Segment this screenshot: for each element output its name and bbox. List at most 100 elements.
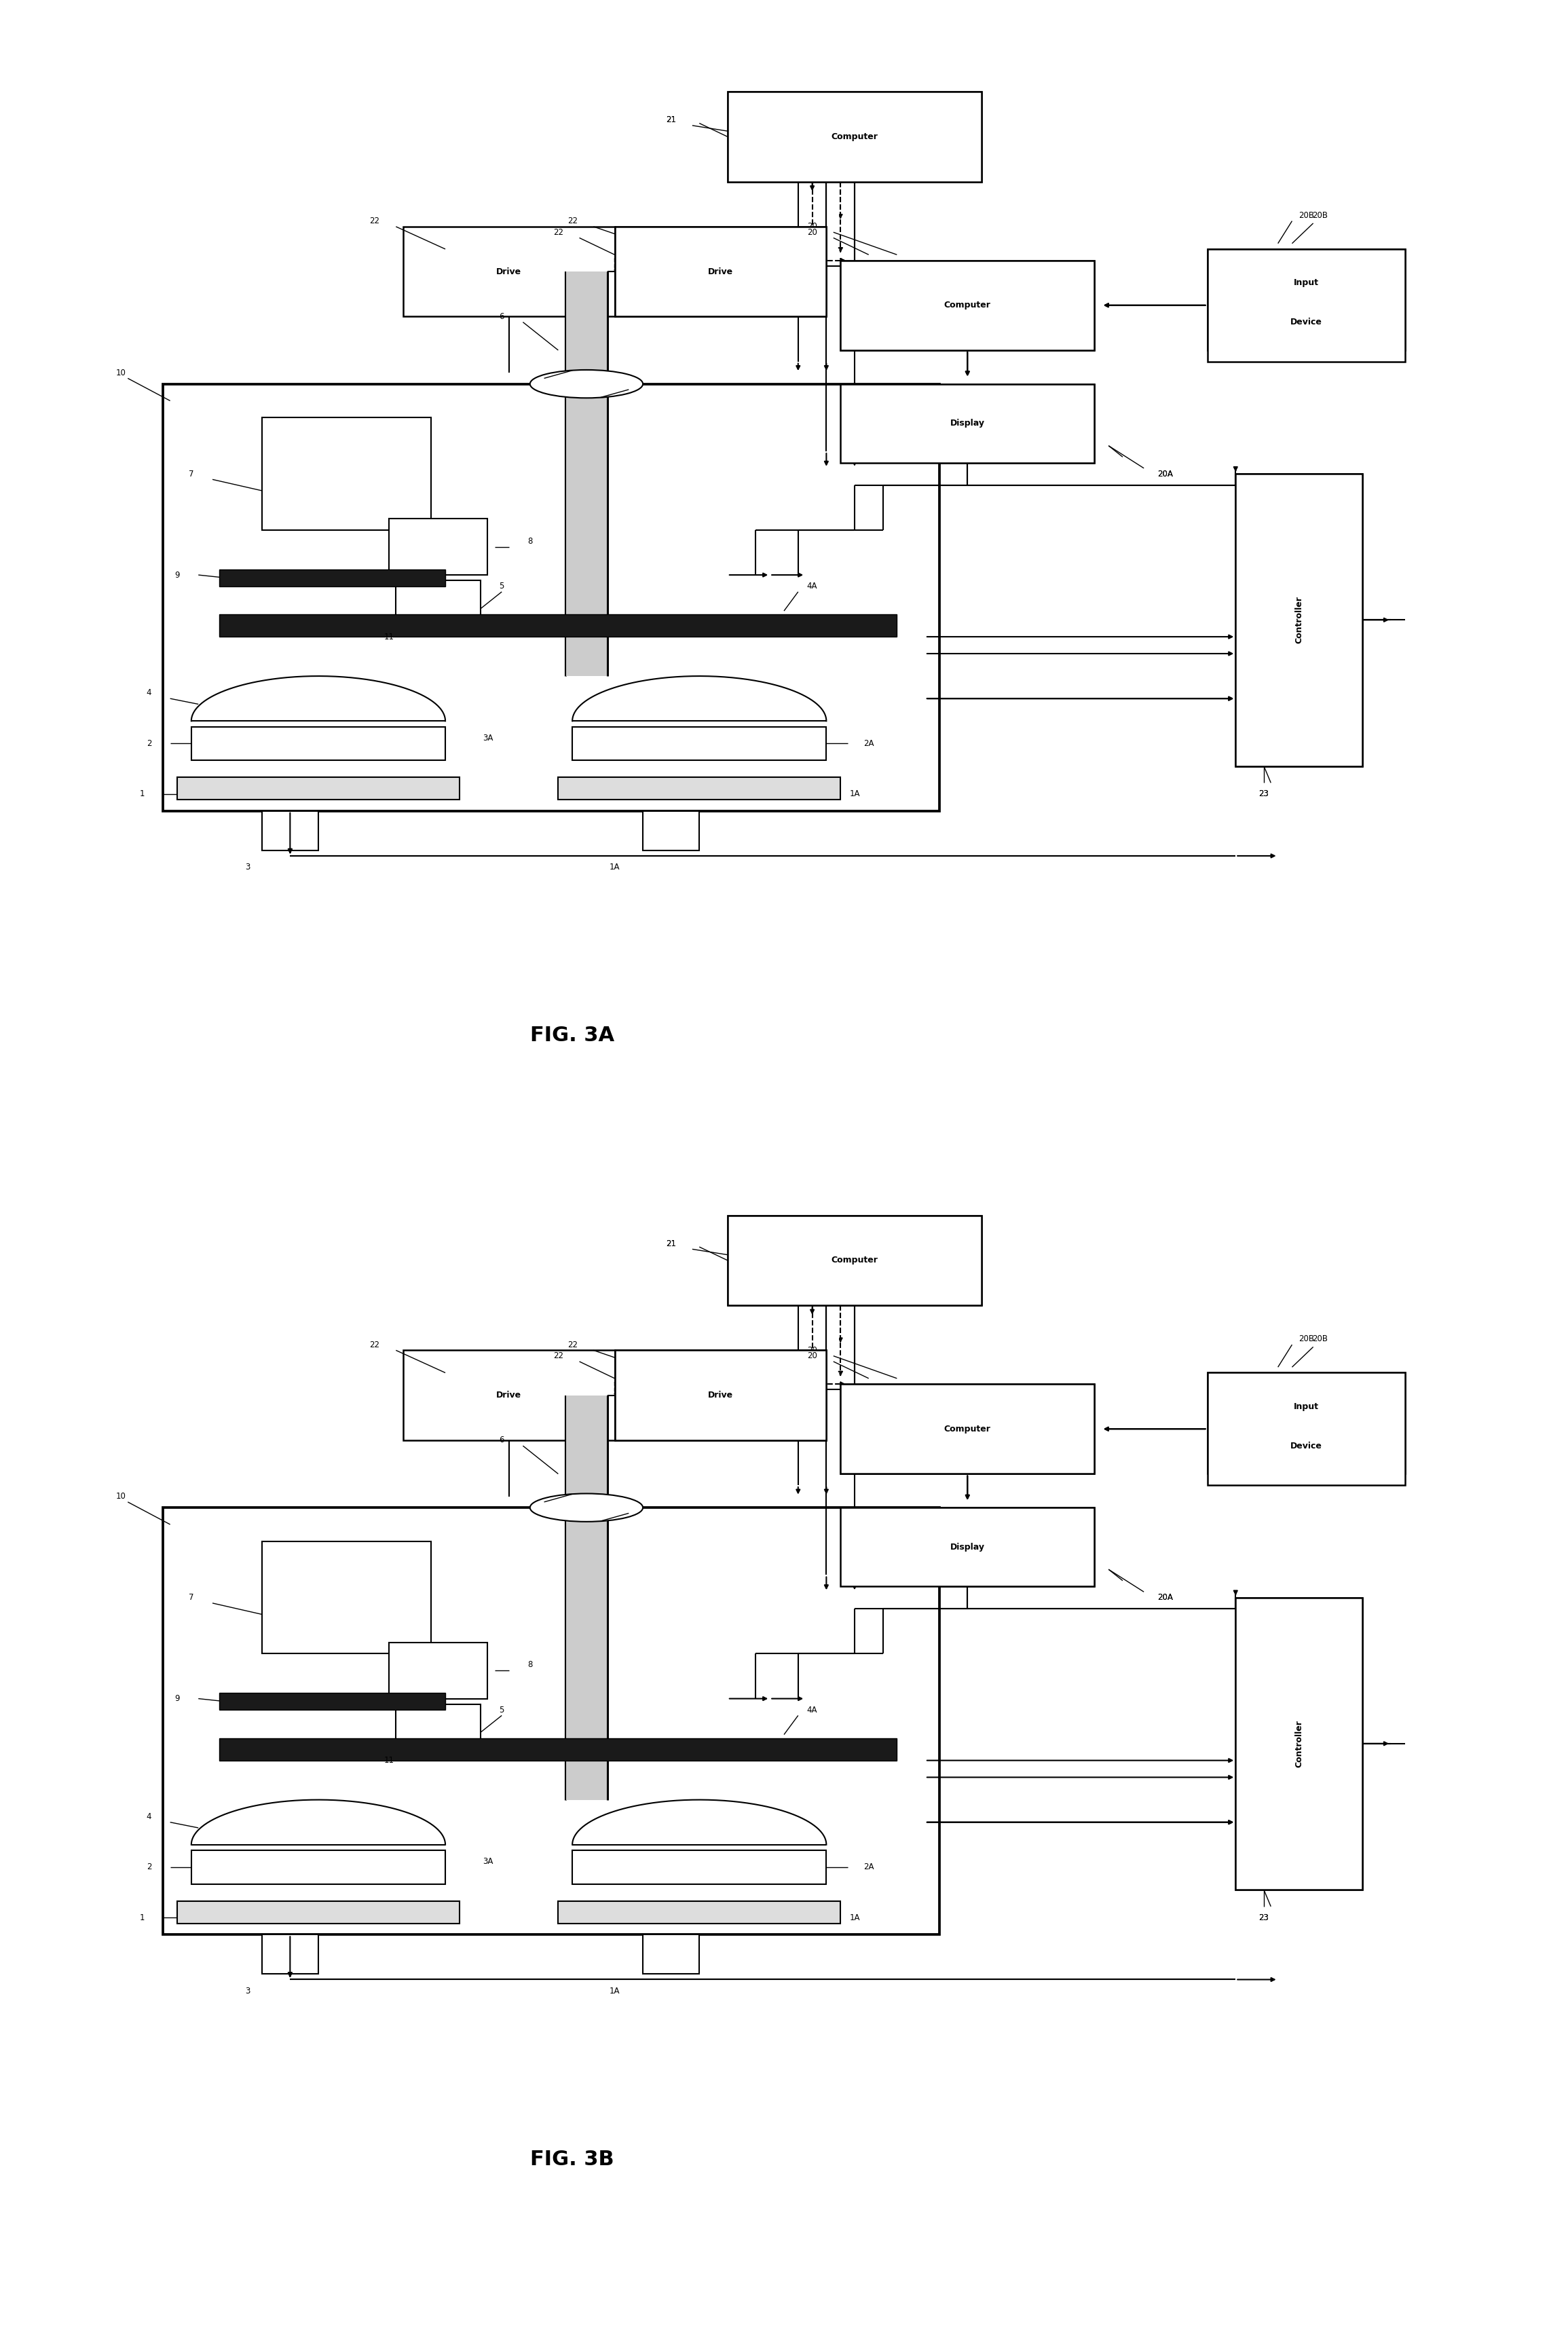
Bar	[403, 1351, 615, 1440]
Bar	[395, 581, 480, 625]
Text: 3: 3	[245, 1988, 251, 1995]
Bar	[558, 777, 840, 801]
Text: 4: 4	[146, 688, 152, 698]
Text: 1A: 1A	[850, 1913, 859, 1922]
Text: Drive: Drive	[495, 267, 522, 276]
Bar	[840, 384, 1094, 464]
Bar	[728, 1215, 982, 1306]
Text: Computer: Computer	[831, 133, 878, 140]
Text: 9: 9	[174, 1695, 180, 1702]
Text: 20: 20	[808, 1346, 817, 1355]
Bar	[615, 1351, 826, 1440]
Text: 22: 22	[554, 1351, 563, 1360]
Bar	[177, 777, 459, 801]
Text: Input: Input	[1294, 279, 1319, 288]
Text: Display: Display	[950, 1543, 985, 1552]
Text: Controller: Controller	[1295, 1721, 1303, 1767]
Text: 21: 21	[666, 1238, 676, 1248]
Bar	[840, 260, 1094, 351]
Text: 10: 10	[116, 368, 125, 377]
Text: 2: 2	[146, 1863, 152, 1870]
Text: Computer: Computer	[831, 133, 878, 140]
Bar	[840, 1384, 1094, 1475]
Text: 4A: 4A	[808, 583, 817, 590]
Text: Input: Input	[1294, 279, 1319, 288]
Bar	[1207, 1372, 1405, 1475]
Text: Drive: Drive	[707, 267, 734, 276]
Bar	[1236, 1597, 1363, 1889]
Text: 1: 1	[140, 1913, 144, 1922]
Text: 20A: 20A	[1157, 471, 1173, 478]
Bar	[840, 260, 1094, 351]
Bar	[1236, 473, 1363, 766]
Text: FIG. 3A: FIG. 3A	[530, 1025, 615, 1046]
Bar	[403, 227, 615, 316]
Ellipse shape	[530, 1494, 643, 1522]
Text: 20B: 20B	[1298, 211, 1314, 220]
Bar	[840, 1508, 1094, 1587]
Text: Input: Input	[1294, 1402, 1319, 1412]
Text: 4: 4	[146, 1812, 152, 1821]
Bar	[643, 810, 699, 850]
Text: 20A: 20A	[1157, 1594, 1173, 1601]
Polygon shape	[191, 1800, 445, 1845]
Text: 20: 20	[808, 227, 817, 236]
Text: 1A: 1A	[610, 1988, 619, 1995]
Text: 8: 8	[527, 1660, 533, 1669]
Bar	[389, 520, 488, 576]
Text: 11: 11	[384, 632, 394, 641]
Bar	[728, 1215, 982, 1306]
Text: 2A: 2A	[864, 1863, 873, 1870]
Text: 11: 11	[384, 1756, 394, 1765]
Text: 1A: 1A	[850, 789, 859, 798]
Polygon shape	[191, 677, 445, 721]
Text: 21: 21	[666, 1238, 676, 1248]
Bar	[615, 1351, 826, 1440]
Text: 23: 23	[1259, 1913, 1269, 1922]
Bar	[262, 1934, 318, 1973]
Bar	[1236, 473, 1363, 766]
Text: 23: 23	[1259, 789, 1269, 798]
Text: 22: 22	[370, 1341, 379, 1348]
Bar	[262, 1540, 431, 1653]
Text: Computer: Computer	[831, 1257, 878, 1264]
Text: 10: 10	[116, 1491, 125, 1501]
Text: Drive: Drive	[707, 1391, 734, 1400]
Text: 4A: 4A	[808, 1707, 817, 1714]
Bar	[728, 91, 982, 183]
Bar	[389, 1643, 488, 1700]
Text: 6: 6	[499, 311, 505, 321]
Text: 20B: 20B	[1312, 1334, 1328, 1344]
Text: 21: 21	[666, 115, 676, 124]
Text: 8: 8	[527, 536, 533, 545]
Text: 22: 22	[554, 227, 563, 236]
Text: Drive: Drive	[495, 1391, 522, 1400]
Text: 20B: 20B	[1298, 1334, 1314, 1344]
Text: 22: 22	[568, 218, 577, 225]
Bar	[220, 1693, 445, 1709]
Bar	[840, 384, 1094, 464]
Bar	[564, 272, 608, 677]
Bar	[220, 1737, 897, 1760]
Text: Display: Display	[950, 419, 985, 428]
Text: 2A: 2A	[864, 740, 873, 747]
Text: 1A: 1A	[610, 864, 619, 871]
Text: 20B: 20B	[1312, 211, 1328, 220]
Text: 7: 7	[188, 1594, 194, 1601]
Bar	[1207, 248, 1405, 351]
Ellipse shape	[530, 370, 643, 398]
Text: Display: Display	[950, 419, 985, 428]
Text: 3A: 3A	[483, 733, 492, 742]
Text: 22: 22	[370, 218, 379, 225]
Bar	[262, 810, 318, 850]
Bar	[728, 91, 982, 183]
Text: Device: Device	[1290, 1442, 1322, 1449]
Text: Device: Device	[1290, 1442, 1322, 1449]
Bar	[1236, 1597, 1363, 1889]
Bar	[191, 1849, 445, 1885]
Text: 22: 22	[568, 1341, 577, 1348]
Bar	[558, 1901, 840, 1924]
Text: Computer: Computer	[831, 1257, 878, 1264]
Text: 1: 1	[140, 789, 144, 798]
Text: Display: Display	[950, 1543, 985, 1552]
